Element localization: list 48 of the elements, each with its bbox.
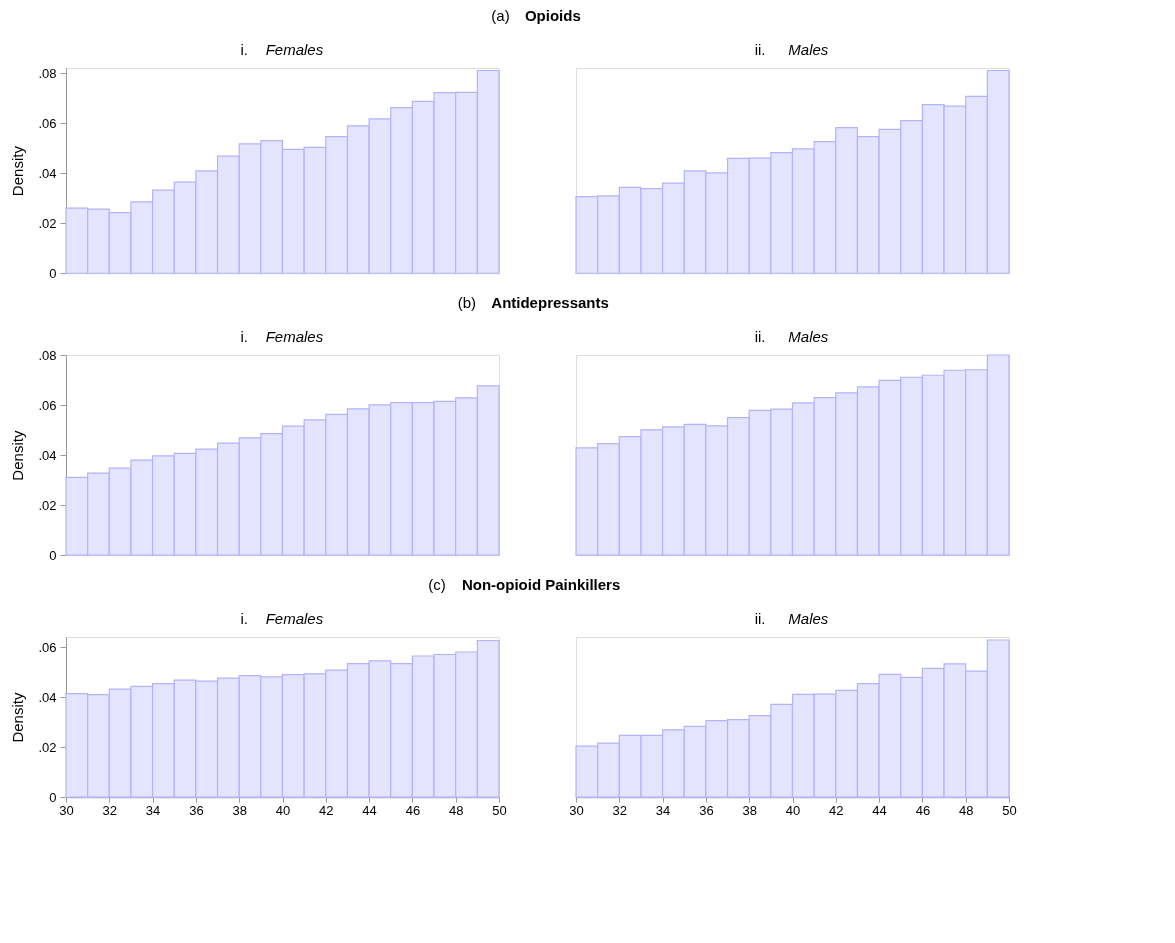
y-tick-label: .08 [38, 65, 57, 81]
x-tick-label: 34 [655, 802, 671, 818]
x-tick-label: 36 [699, 802, 714, 818]
x-tick-label: 42 [319, 802, 334, 818]
y-tick-label: .04 [38, 165, 57, 181]
text: (b) Antidepressants [457, 294, 609, 311]
chart-subtitle: i. Females [240, 41, 324, 58]
x-tick-label: 36 [189, 802, 204, 818]
y-tick-label: 0 [49, 547, 57, 563]
y-axis-title: Density [9, 430, 27, 481]
text: (a) Opioids [491, 7, 581, 24]
y-tick-label: .04 [38, 689, 57, 705]
x-tick-label: 40 [785, 802, 801, 818]
x-tick-label: 44 [872, 802, 887, 818]
y-axis-title: Density [9, 145, 27, 197]
x-tick-label: 34 [145, 802, 161, 818]
x-tick-label: 32 [612, 802, 628, 818]
x-tick-label: 44 [362, 802, 377, 818]
x-tick-label: 30 [569, 802, 584, 818]
x-tick-label: 38 [232, 802, 247, 818]
x-tick-label: 48 [958, 802, 974, 818]
y-tick-label: .02 [38, 215, 57, 231]
y-tick-label: .04 [38, 447, 57, 463]
x-tick-label: 50 [492, 802, 507, 818]
y-tick-label: .02 [38, 497, 57, 513]
x-tick-label: 30 [59, 802, 74, 818]
x-tick-label: 48 [448, 802, 464, 818]
y-axis-title: Density [9, 692, 27, 743]
text: ii. Males [754, 610, 829, 627]
y-tick-label: .08 [38, 347, 57, 363]
x-tick-label: 46 [405, 802, 421, 818]
x-tick-label: 50 [1002, 802, 1017, 818]
x-tick-label: 46 [915, 802, 931, 818]
text: ii. Males [754, 328, 829, 345]
y-tick-label: 0 [49, 789, 57, 805]
chart-subtitle: i. Females [240, 610, 324, 627]
text: ii. Males [754, 41, 829, 58]
chart-subtitle: i. Females [240, 328, 324, 345]
y-tick-label: .06 [38, 397, 57, 413]
chart-title: (c) Non-opioid Painkillers [428, 576, 621, 593]
x-tick-label: 38 [742, 802, 757, 818]
y-tick-label: .06 [38, 115, 57, 131]
x-tick-label: 42 [829, 802, 844, 818]
y-tick-label: .06 [38, 639, 57, 655]
y-tick-label: 0 [49, 265, 57, 281]
x-tick-label: 32 [102, 802, 118, 818]
x-tick-label: 40 [275, 802, 291, 818]
y-tick-label: .02 [38, 739, 57, 755]
